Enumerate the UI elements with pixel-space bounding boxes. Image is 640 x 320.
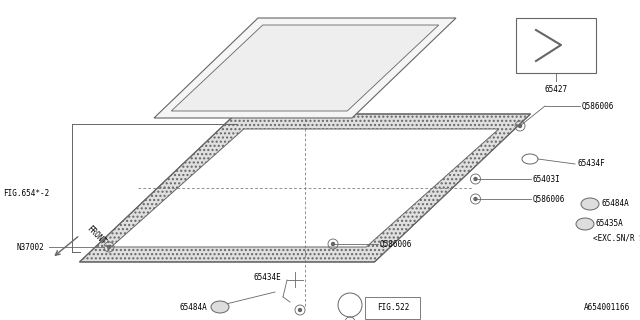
Text: 65484A: 65484A [602, 199, 630, 209]
Circle shape [474, 178, 477, 180]
Text: 65435A: 65435A [595, 220, 623, 228]
Ellipse shape [576, 218, 594, 230]
Bar [365, 297, 420, 319]
Circle shape [518, 124, 522, 127]
Text: 65427: 65427 [545, 84, 568, 93]
Text: 65434F: 65434F [577, 159, 605, 169]
Ellipse shape [211, 301, 229, 313]
Polygon shape [79, 114, 531, 262]
Text: Q586006: Q586006 [582, 101, 614, 110]
Circle shape [108, 245, 111, 249]
Circle shape [332, 243, 335, 245]
Polygon shape [111, 129, 499, 247]
Ellipse shape [581, 198, 599, 210]
Text: A654001166: A654001166 [584, 303, 630, 312]
Circle shape [474, 197, 477, 201]
Bar [516, 18, 596, 73]
Text: 65434E: 65434E [253, 273, 281, 282]
Text: FRONT: FRONT [85, 224, 108, 246]
Polygon shape [172, 25, 439, 111]
Text: Q586006: Q586006 [532, 195, 565, 204]
Text: N37002: N37002 [16, 243, 44, 252]
Text: 65403I: 65403I [532, 174, 560, 183]
Text: FIG.522: FIG.522 [377, 303, 409, 313]
Text: 65484A: 65484A [180, 302, 208, 311]
Text: <EXC.SN/R SEAL>: <EXC.SN/R SEAL> [593, 234, 640, 243]
Text: FIG.654*-2: FIG.654*-2 [3, 188, 50, 197]
Circle shape [298, 308, 301, 311]
Text: Q586006: Q586006 [380, 239, 412, 249]
Polygon shape [154, 18, 456, 118]
